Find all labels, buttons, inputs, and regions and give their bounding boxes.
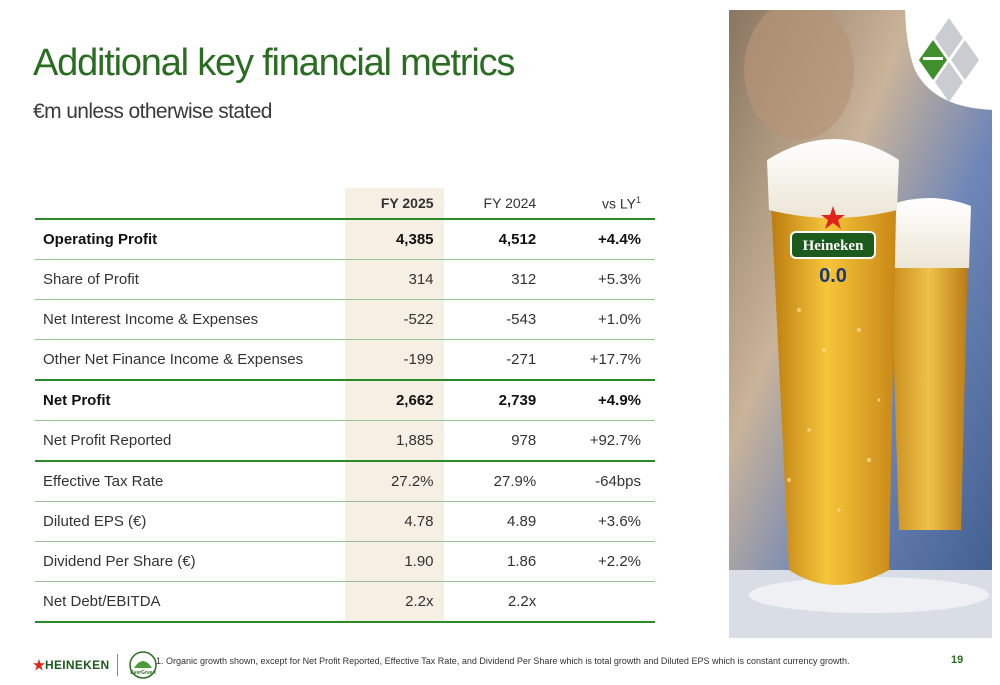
- cell-vs-ly: +17.7%: [546, 339, 655, 381]
- cell-vs-ly: +3.6%: [546, 501, 655, 542]
- row-label: Other Net Finance Income & Expenses: [35, 339, 345, 381]
- row-label: Net Profit Reported: [35, 420, 345, 462]
- cell-fy2025: 4.78: [344, 501, 444, 542]
- table-row: Other Net Finance Income & Expenses -199…: [35, 339, 655, 381]
- page-number: 19: [951, 654, 964, 666]
- table-row: Net Profit 2,662 2,739 +4.9%: [35, 380, 655, 421]
- cell-fy2024: -271: [443, 339, 547, 381]
- cell-fy2024: 4.89: [443, 501, 547, 542]
- logo-divider: [117, 654, 119, 676]
- cell-fy2024: 2.2x: [443, 581, 547, 623]
- table-row: Effective Tax Rate 27.2% 27.9% -64bps: [35, 461, 655, 502]
- cell-vs-ly: +92.7%: [546, 420, 655, 462]
- table-row: Dividend Per Share (€) 1.90 1.86 +2.2%: [35, 541, 655, 582]
- cell-fy2024: 978: [443, 420, 547, 462]
- cell-fy2025: 4,385: [344, 219, 444, 260]
- cell-vs-ly: +5.3%: [546, 259, 655, 300]
- cell-fy2024: 1.86: [443, 541, 547, 582]
- evergreen-label: EverGreen: [131, 670, 156, 676]
- glass-brand-text: Heineken: [803, 238, 864, 254]
- cell-fy2025: 314: [344, 259, 444, 300]
- page-subtitle: €m unless otherwise stated: [33, 100, 272, 123]
- row-label: Share of Profit: [35, 259, 345, 300]
- table-row: Net Interest Income & Expenses -522 -543…: [35, 299, 655, 340]
- table-header-row: FY 2025 FY 2024 vs LY1: [35, 188, 655, 219]
- row-label: Operating Profit: [35, 219, 345, 260]
- beer-glasses-image: Heineken 0.0: [729, 10, 992, 638]
- beer-photo: Heineken 0.0: [729, 10, 992, 638]
- table-row: Net Profit Reported 1,885 978 +92.7%: [35, 420, 655, 462]
- header-fy2025: FY 2025: [344, 188, 444, 219]
- diamond-badge-icon: [905, 0, 1000, 110]
- cell-fy2025: 1,885: [344, 420, 444, 462]
- cell-vs-ly: +4.4%: [546, 219, 655, 260]
- row-label: Dividend Per Share (€): [35, 541, 345, 582]
- evergreen-logo-icon: EverGreen: [129, 651, 158, 679]
- footnote-marker: 1: [635, 194, 641, 205]
- cell-fy2024: 4,512: [443, 219, 547, 260]
- cell-fy2024: 27.9%: [443, 461, 547, 502]
- metrics-table: FY 2025 FY 2024 vs LY1 Operating Profit …: [35, 188, 655, 623]
- table-row: Diluted EPS (€) 4.78 4.89 +3.6%: [35, 501, 655, 542]
- row-label: Net Interest Income & Expenses: [35, 299, 345, 340]
- page-title: Additional key financial metrics: [33, 42, 515, 84]
- header-metric: [35, 188, 345, 219]
- header-fy2024: FY 2024: [483, 195, 537, 211]
- cell-fy2025: -199: [344, 339, 444, 381]
- table-row: Net Debt/EBITDA 2.2x 2.2x: [35, 581, 655, 623]
- table-row: Share of Profit 314 312 +5.3%: [35, 259, 655, 300]
- heineken-star-icon: [33, 659, 45, 671]
- footnote: 1. Organic growth shown, except for Net …: [156, 656, 850, 666]
- row-label: Net Profit: [35, 380, 345, 421]
- cell-vs-ly: -64bps: [546, 461, 655, 502]
- cell-vs-ly: [546, 581, 655, 623]
- heineken-wordmark: HEINEKEN: [45, 658, 110, 672]
- header-vs-ly: vs LY1: [546, 188, 655, 219]
- glass-variant-text: 0.0: [819, 265, 847, 287]
- cell-fy2025: -522: [344, 299, 444, 340]
- cell-fy2025: 2,662: [344, 380, 444, 421]
- header-vs-ly-label: vs LY: [602, 195, 636, 212]
- row-label: Diluted EPS (€): [35, 501, 345, 542]
- cell-fy2025: 27.2%: [344, 461, 444, 502]
- row-label: Net Debt/EBITDA: [35, 581, 345, 623]
- cell-fy2024: 312: [443, 259, 547, 300]
- footer-logo: HEINEKEN EverGreen: [33, 650, 158, 680]
- table-row: Operating Profit 4,385 4,512 +4.4%: [35, 219, 655, 260]
- cell-vs-ly: +4.9%: [546, 380, 655, 421]
- cell-fy2024: 2,739: [443, 380, 547, 421]
- cell-fy2025: 2.2x: [344, 581, 444, 623]
- row-label: Effective Tax Rate: [35, 461, 345, 502]
- cell-fy2025: 1.90: [344, 541, 444, 582]
- cell-vs-ly: +1.0%: [546, 299, 655, 340]
- cell-vs-ly: +2.2%: [546, 541, 655, 582]
- cell-fy2024: -543: [443, 299, 547, 340]
